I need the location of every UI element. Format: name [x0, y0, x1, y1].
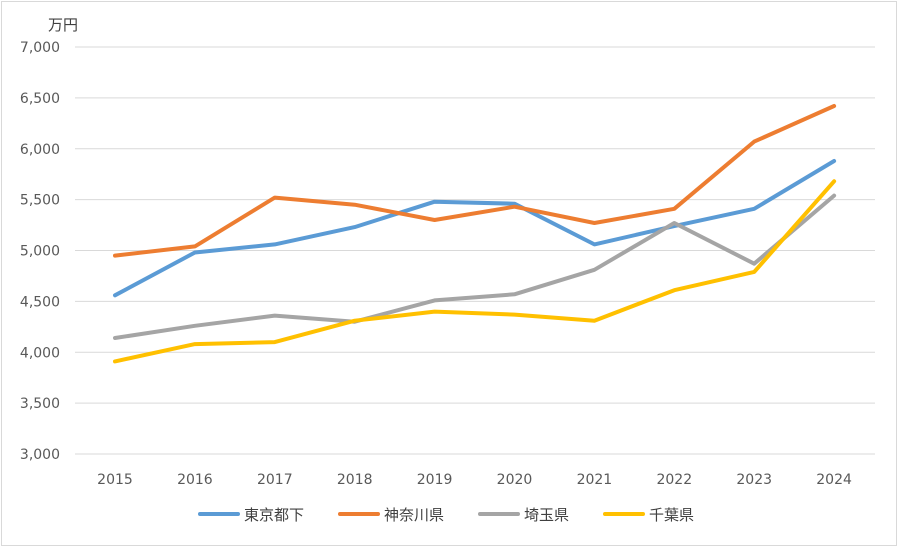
series-line: [113, 179, 837, 364]
x-tick-label: 2023: [736, 472, 772, 488]
x-tick-label: 2022: [656, 472, 692, 488]
series-line: [113, 159, 837, 298]
y-unit-label: 万円: [48, 16, 78, 34]
y-tick-label: 6,000: [20, 142, 60, 158]
y-tick-label: 5,500: [20, 193, 60, 209]
series-lines: [113, 104, 837, 364]
y-tick-label: 7,000: [20, 40, 60, 56]
series-line: [113, 193, 837, 340]
x-axis-ticks: 2015 2016 2017 2018 2019 2020 2021 2022 2023 2024: [97, 472, 852, 488]
x-tick-label: 2021: [577, 472, 613, 488]
legend: 東京都下 神奈川県 埼玉県 千葉県: [198, 506, 694, 524]
y-tick-label: 4,000: [20, 345, 60, 361]
x-tick-label: 2024: [816, 472, 852, 488]
series-line: [113, 104, 837, 258]
y-tick-label: 4,500: [20, 294, 60, 310]
y-tick-label: 6,500: [20, 91, 60, 107]
y-tick-label: 5,000: [20, 244, 60, 260]
legend-label: 埼玉県: [524, 506, 569, 524]
x-tick-label: 2016: [177, 472, 213, 488]
x-tick-label: 2017: [257, 472, 293, 488]
gridlines: [75, 46, 875, 455]
x-tick-label: 2020: [497, 472, 533, 488]
x-tick-label: 2019: [417, 472, 453, 488]
y-axis-ticks: 3,000 3,500 4,000 4,500 5,000 5,500 6,000 6,500…: [20, 40, 60, 463]
y-tick-label: 3,000: [20, 447, 60, 463]
legend-label: 千葉県: [649, 506, 694, 524]
x-tick-label: 2015: [97, 472, 133, 488]
legend-label: 東京都下: [244, 506, 304, 524]
x-tick-label: 2018: [337, 472, 373, 488]
y-tick-label: 3,500: [20, 396, 60, 412]
legend-label: 神奈川県: [384, 506, 444, 524]
